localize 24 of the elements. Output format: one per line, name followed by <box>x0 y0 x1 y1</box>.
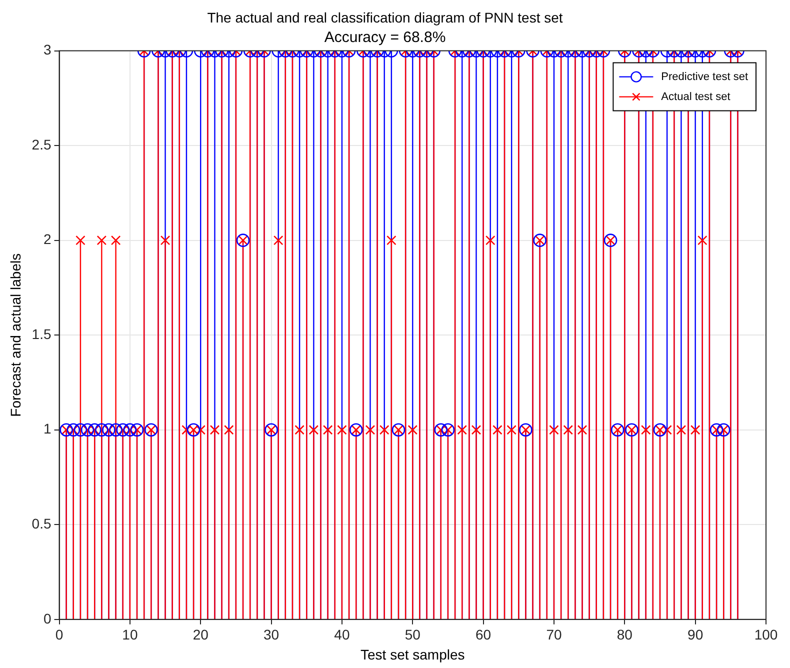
x-tick-label: 60 <box>476 626 492 643</box>
x-tick-label: 20 <box>192 626 209 643</box>
y-tick-label: 0.5 <box>32 515 52 532</box>
y-axis-title: Forecast and actual labels <box>7 253 24 417</box>
x-tick-label: 0 <box>55 626 64 643</box>
y-tick-label: 0 <box>43 610 52 626</box>
x-tick-label: 100 <box>754 626 778 643</box>
legend-label: Predictive test set <box>661 70 748 83</box>
chart-subtitle: Accuracy = 68.8% <box>324 28 446 46</box>
x-tick-label: 40 <box>334 626 350 643</box>
chart-title: The actual and real classification diagram of PNN test set <box>207 9 563 26</box>
y-tick-label: 1.5 <box>32 326 52 342</box>
y-tick-label: 2 <box>43 231 52 248</box>
x-tick-label: 90 <box>688 626 704 643</box>
x-tick-label: 10 <box>122 626 138 643</box>
x-tick-label: 50 <box>404 626 421 643</box>
x-tick-label: 80 <box>616 626 633 643</box>
x-tick-label: 30 <box>263 626 280 643</box>
legend-label: Actual test set <box>661 90 730 103</box>
x-axis-title: Test set samples <box>360 646 465 662</box>
y-tick-label: 3 <box>43 42 52 58</box>
x-tick-label: 70 <box>546 626 562 643</box>
y-tick-label: 1 <box>43 420 52 437</box>
y-tick-label: 2.5 <box>32 136 52 152</box>
